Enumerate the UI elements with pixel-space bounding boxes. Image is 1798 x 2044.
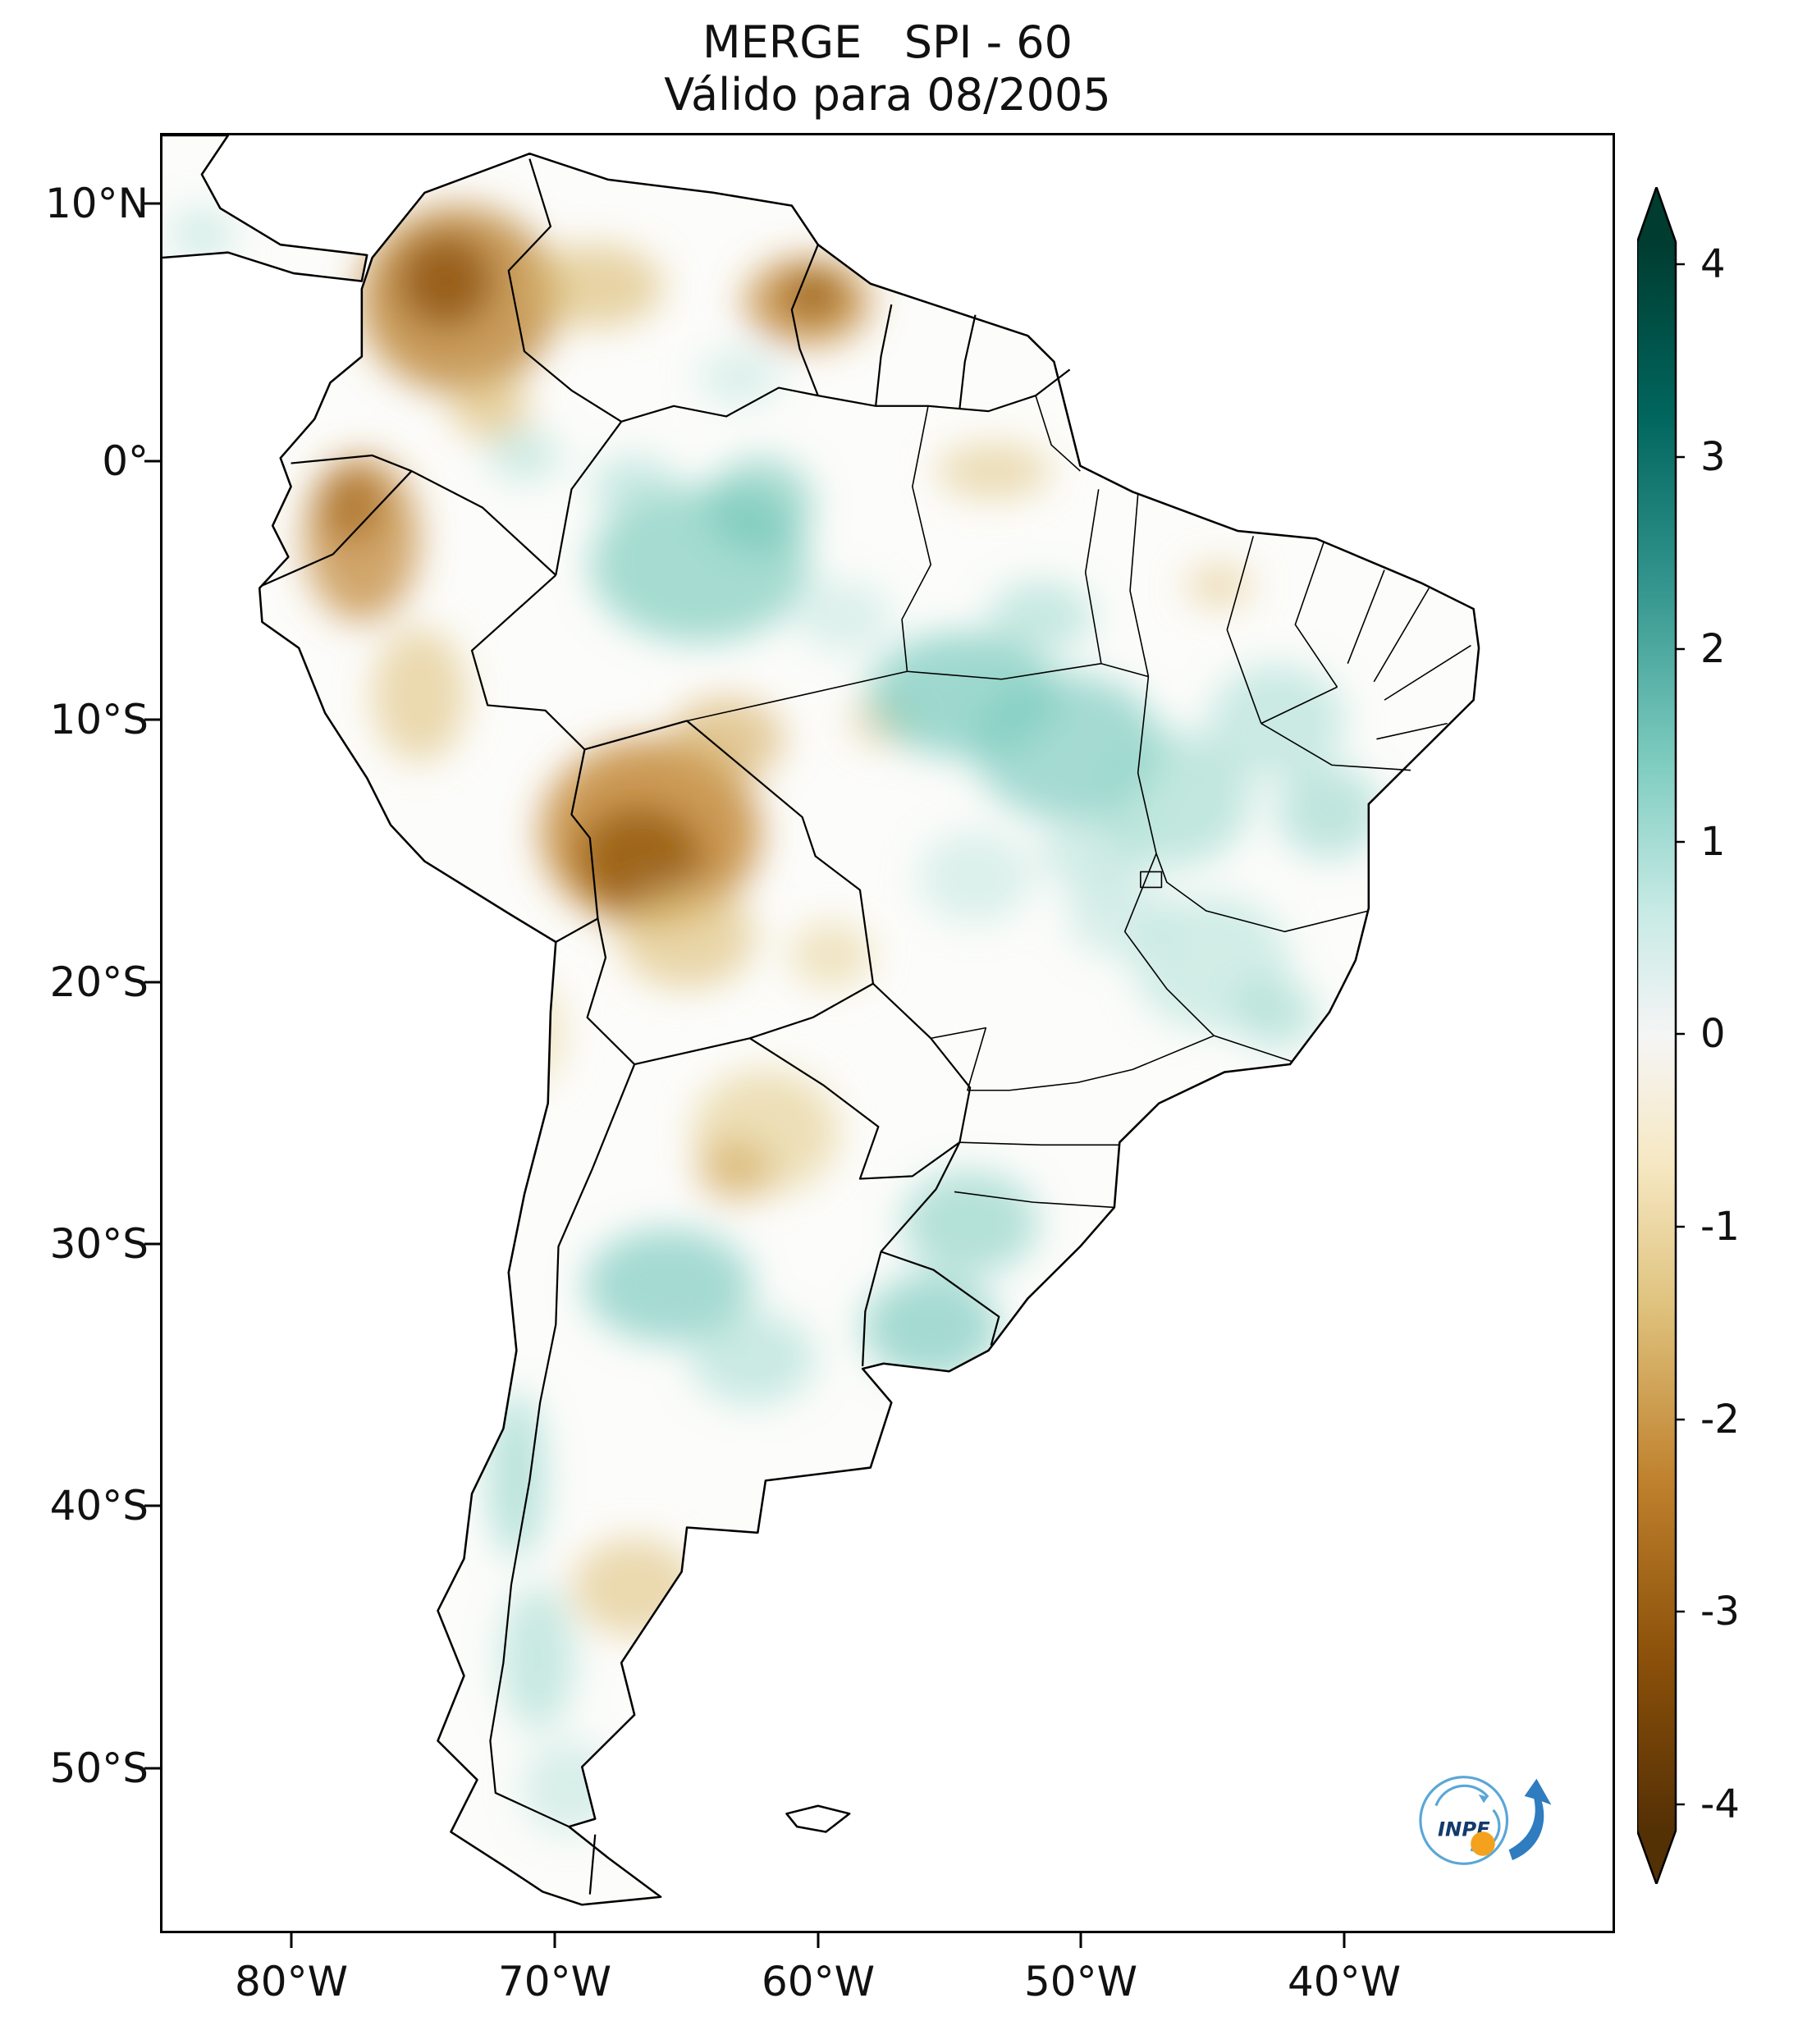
colorbar-tick-label: -1 [1700,1204,1740,1250]
lat-tick-mark [144,1242,160,1246]
colorbar-upper-arrow [1637,187,1676,242]
lon-tick-label: 40°W [1287,1958,1402,2005]
lat-tick-mark [144,202,160,205]
lon-tick-mark [1343,1933,1346,1948]
colorbar [1637,187,1685,1884]
spi-raster-data [167,205,1382,1835]
lon-tick-mark [817,1933,820,1948]
lat-tick-label: 40°S [49,1482,149,1530]
inpe-logo-orange-ball [1471,1831,1495,1856]
colorbar-lower-arrow [1637,1831,1676,1884]
south-america-map [162,135,1480,1906]
state-borders [686,395,1471,1209]
figure-title: MERGE SPI - 60 [702,16,1073,68]
lat-tick-mark [144,718,160,721]
lat-tick-mark [144,1767,160,1770]
colorbar-tick-label: -4 [1700,1781,1740,1827]
colorbar-tick-label: 0 [1700,1011,1726,1057]
inpe-logo-swirl-icon [1434,1784,1489,1807]
colorbar-tick-label: 2 [1700,626,1726,672]
lat-tick-mark [144,460,160,463]
map-plot-area: INPE [160,133,1615,1933]
inpe-logo: INPE [1419,1776,1552,1865]
lat-tick-label: 20°S [49,958,149,1006]
lon-tick-label: 70°W [497,1958,612,2005]
colorbar-tick-label: 3 [1700,434,1726,480]
colorbar-tick-label: 1 [1700,819,1726,865]
coastline [162,135,1480,1906]
lon-tick-label: 50°W [1023,1958,1138,2005]
lat-tick-label: 30°S [49,1220,149,1268]
lat-tick-label: 10°N [44,180,149,227]
lat-tick-label: 0° [102,437,149,485]
lon-tick-label: 60°W [761,1958,876,2005]
lon-tick-mark [1079,1933,1082,1948]
lon-tick-label: 80°W [234,1958,349,2005]
lat-tick-mark [144,981,160,984]
colorbar-tick-label: -3 [1700,1589,1740,1635]
colorbar-tick-label: -2 [1700,1397,1740,1443]
lat-tick-mark [144,1504,160,1507]
lon-tick-mark [290,1933,293,1948]
lat-tick-label: 10°S [49,696,149,743]
colorbar-gradient [1637,242,1676,1831]
colorbar-outline [1637,187,1677,1884]
country-borders [261,158,1071,1895]
inpe-logo-arrow-icon [1508,1778,1552,1861]
lat-tick-label: 50°S [49,1744,149,1792]
colorbar-tick-marks [1676,263,1685,1806]
figure-subtitle: Válido para 08/2005 [664,69,1111,121]
lon-tick-mark [553,1933,556,1948]
colorbar-tick-label: 4 [1700,241,1726,287]
